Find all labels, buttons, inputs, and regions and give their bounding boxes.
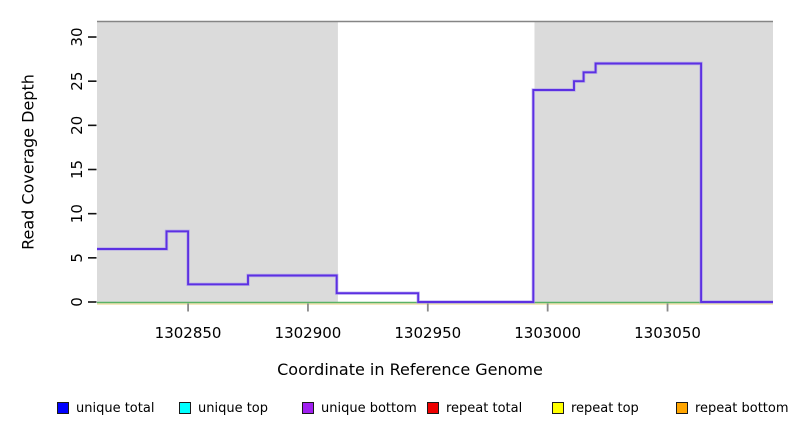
y-tick-label: 10 — [68, 204, 86, 223]
legend-label: repeat total — [446, 400, 523, 416]
legend-swatch-repeat-bottom — [676, 402, 688, 414]
x-tick-label: 1302950 — [394, 324, 461, 342]
legend-swatch-unique-bottom — [302, 402, 314, 414]
legend-label: repeat bottom — [695, 400, 789, 416]
legend-swatch-unique-total — [57, 402, 69, 414]
legend-label: repeat top — [571, 400, 639, 416]
y-tick-label: 20 — [68, 116, 86, 135]
legend-label: unique bottom — [321, 400, 417, 416]
y-tick-label: 30 — [68, 27, 86, 46]
legend-swatch-repeat-top — [552, 402, 564, 414]
legend-swatch-repeat-total — [427, 402, 439, 414]
legend-item-unique-bottom: unique bottom — [302, 398, 417, 418]
legend-item-unique-top: unique top — [179, 398, 268, 418]
x-tick-label: 1302900 — [275, 324, 342, 342]
y-tick-label: 5 — [68, 253, 86, 263]
shaded-region — [97, 22, 338, 302]
legend-item-repeat-bottom: repeat bottom — [676, 398, 789, 418]
y-tick-label: 0 — [68, 297, 86, 307]
y-tick-label: 25 — [68, 72, 86, 91]
legend-item-repeat-top: repeat top — [552, 398, 639, 418]
x-tick-label: 1303000 — [514, 324, 581, 342]
legend-label: unique top — [198, 400, 269, 416]
shaded-region — [534, 22, 773, 302]
x-tick-label: 1303050 — [634, 324, 701, 342]
legend-item-unique-total: unique total — [57, 398, 154, 418]
legend-swatch-unique-top — [179, 402, 191, 414]
legend-label: unique total — [76, 400, 155, 416]
coverage-step-line — [97, 62, 773, 303]
y-axis-label: Read Coverage Depth — [18, 74, 38, 250]
legend-item-repeat-total: repeat total — [427, 398, 522, 418]
y-tick-label: 15 — [68, 160, 86, 179]
x-tick-label: 1302850 — [155, 324, 222, 342]
x-axis-label: Coordinate in Reference Genome — [277, 360, 543, 379]
legend: unique total unique top unique bottom repea… — [0, 398, 792, 420]
